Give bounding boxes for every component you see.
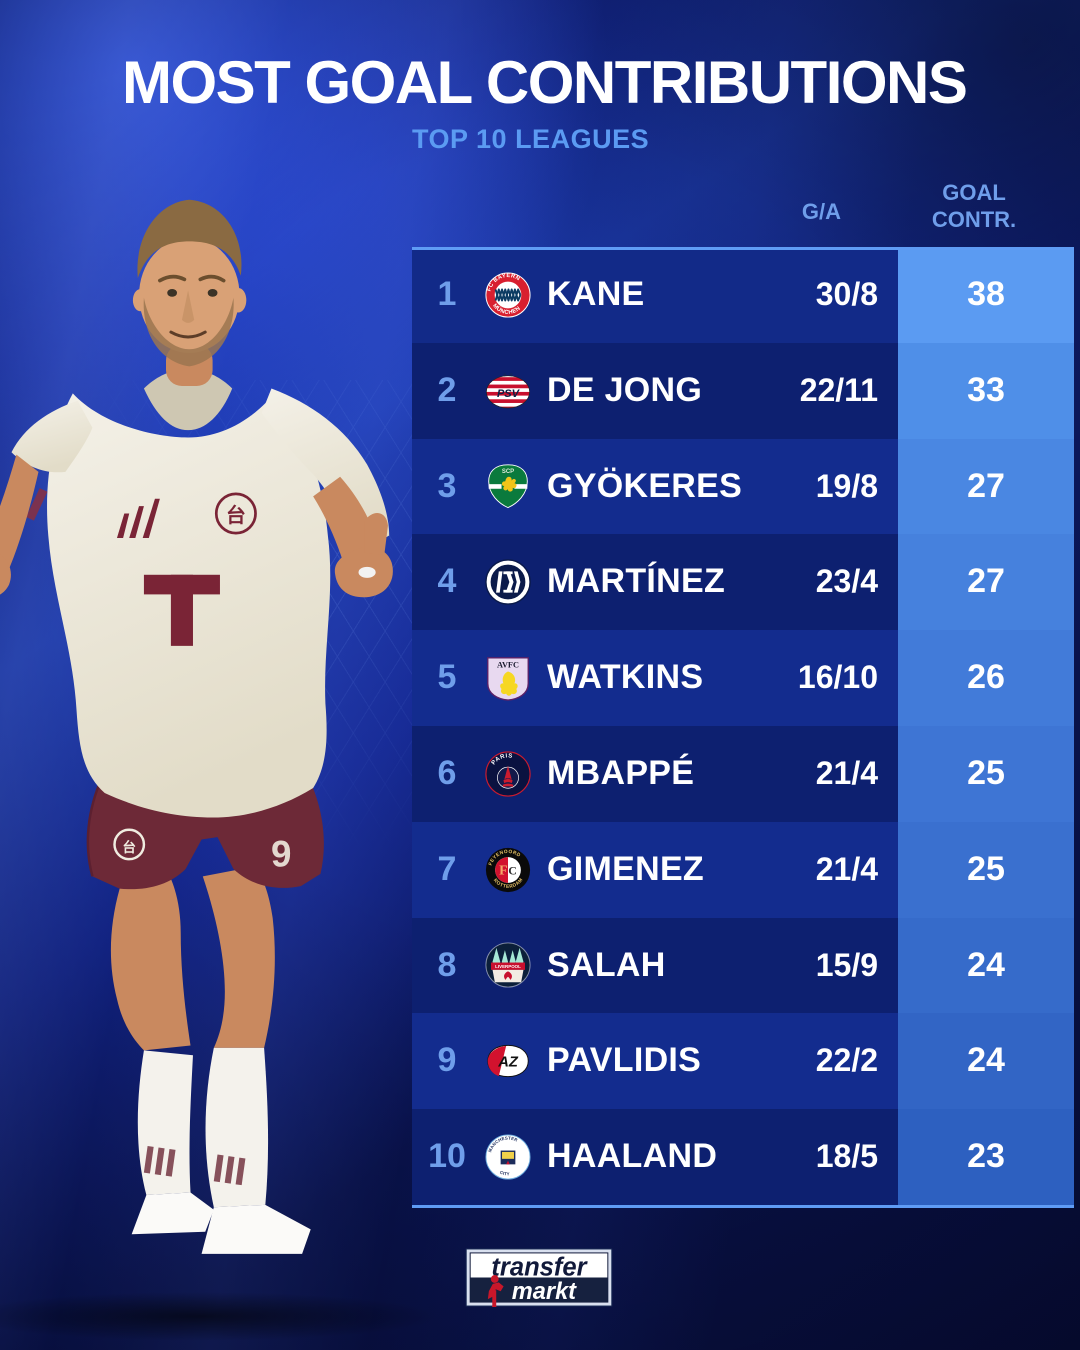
svg-text:9: 9 bbox=[271, 834, 291, 875]
svg-text:台: 台 bbox=[226, 504, 246, 527]
svg-text:台: 台 bbox=[122, 839, 135, 855]
svg-text:markt: markt bbox=[512, 1279, 577, 1305]
svg-text:transfer: transfer bbox=[491, 1254, 588, 1282]
